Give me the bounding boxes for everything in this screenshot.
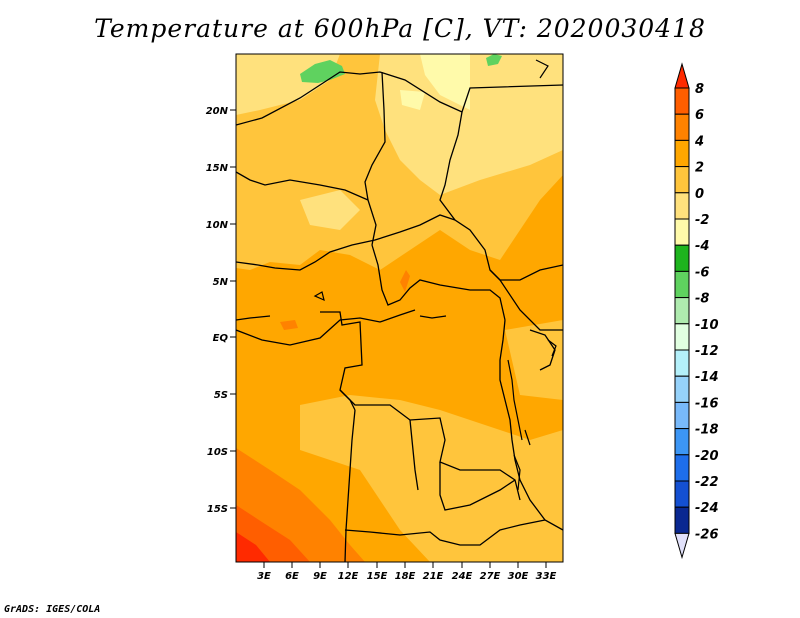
shade-region (300, 60, 345, 83)
colorbar-label: -16 (695, 396, 719, 411)
colorbar-swatch (674, 349, 690, 377)
lon-label: 12E (338, 571, 359, 582)
colorbar-label: 2 (695, 161, 704, 176)
shade-region (486, 54, 502, 66)
lon-label: 27E (480, 571, 501, 582)
borders (236, 71, 563, 562)
lon-label: 21E (423, 571, 444, 582)
colorbar-label: -24 (695, 501, 719, 516)
colorbar-swatch (674, 166, 690, 194)
colorbar-swatch (674, 87, 690, 115)
colorbar-swatch (674, 139, 690, 168)
colorbar-label: 6 (695, 108, 704, 123)
shade-region (300, 190, 360, 230)
shade-region (420, 54, 470, 110)
lat-label: 20N (206, 106, 229, 117)
colorbar-label: -8 (695, 292, 709, 307)
lon-label: 15E (367, 571, 388, 582)
colorbar-swatch (674, 480, 690, 508)
colorbar-label: -14 (695, 370, 719, 385)
shade-region (400, 270, 410, 292)
colorbar-swatch (674, 401, 690, 430)
lat-label: 15N (206, 163, 229, 174)
colorbar-label: -6 (695, 265, 709, 280)
lat-label: 10S (207, 447, 228, 458)
lon-label: 18E (395, 571, 416, 582)
colorbar-swatch (674, 506, 690, 534)
colorbar-label: -4 (695, 239, 709, 254)
lon-label: 30E (508, 571, 529, 582)
colorbar-swatch (674, 244, 690, 272)
lat-label: EQ (213, 333, 229, 344)
lon-axis: 3E 6E 9E 12E 15E 18E 21E 24E 27E 30E 33E (257, 562, 557, 582)
lat-axis: 20N 15N 10N 5N EQ 5S 10S 15S (206, 106, 236, 515)
lat-label: 15S (207, 504, 228, 515)
colorbar-swatch (674, 270, 690, 299)
colorbar-label: -10 (695, 318, 719, 333)
lon-label: 9E (313, 571, 327, 582)
colorbar-swatch (674, 454, 690, 482)
lat-label: 5N (213, 277, 229, 288)
colorbar-swatch (674, 113, 690, 141)
colorbar-arrow-top (674, 62, 690, 89)
lakes (313, 59, 557, 491)
colorbar-swatch (674, 297, 690, 325)
shade-region (280, 320, 298, 330)
colorbar-label: -20 (695, 449, 719, 464)
lon-label: 3E (257, 571, 271, 582)
shade-region (300, 395, 563, 562)
colorbar-label: -26 (695, 527, 719, 542)
shade-region (375, 54, 563, 195)
colorbar-swatch (674, 375, 690, 403)
shade-region (236, 532, 270, 562)
temperature-field (236, 54, 563, 562)
lon-label: 33E (536, 571, 557, 582)
lat-label: 5S (214, 390, 228, 401)
colorbar: 8 6 4 2 0 -2 -4 -6 -8 -10 -12 -14 -16 -18 -20 -22 -24 -26 (674, 62, 719, 560)
colorbar-label: 8 (695, 82, 704, 97)
colorbar-swatch (674, 323, 690, 351)
shade-region (400, 90, 425, 110)
lat-label: 10N (206, 220, 229, 231)
map-frame (235, 53, 564, 563)
colorbar-label: -2 (695, 213, 709, 228)
colorbar-label: -12 (695, 344, 719, 359)
lon-label: 24E (452, 571, 473, 582)
colorbar-label: 4 (694, 134, 704, 149)
colorbar-swatch (674, 428, 690, 456)
map-title: Temperature at 600hPa [C], VT: 202003041… (94, 14, 706, 43)
colorbar-label: 0 (695, 187, 704, 202)
colorbar-arrow-bottom (674, 532, 690, 560)
colorbar-swatch (674, 218, 690, 246)
grads-credit: GrADS: IGES/COLA (4, 604, 101, 615)
colorbar-label: -18 (695, 423, 719, 438)
lon-label: 6E (285, 571, 299, 582)
colorbar-swatch (674, 192, 690, 220)
colorbar-label: -22 (695, 475, 719, 490)
